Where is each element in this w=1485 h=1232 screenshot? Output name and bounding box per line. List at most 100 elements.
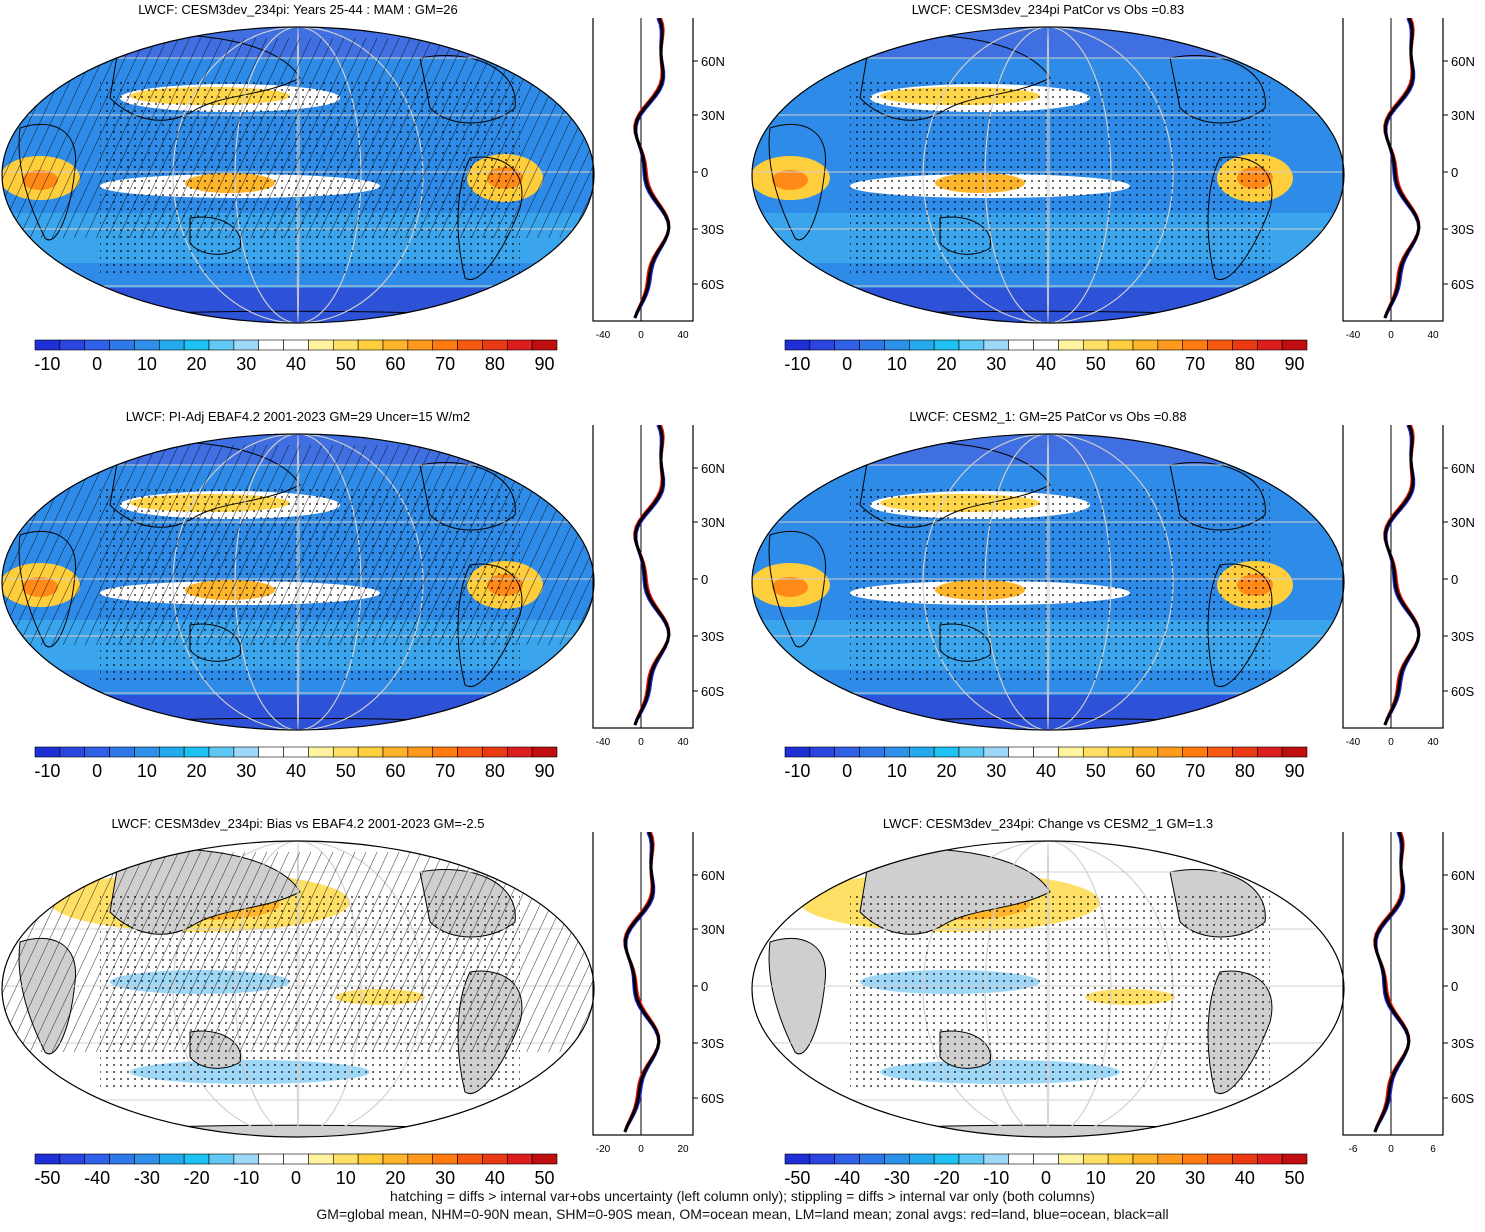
colorbar-tick-label: 30: [986, 761, 1006, 781]
profile-tick-label: -40: [596, 737, 611, 748]
colorbar-tick-label: -30: [134, 1168, 160, 1188]
colorbar-swatch: [1157, 746, 1184, 758]
latitude-label: 30N: [701, 515, 725, 530]
profile-tick-label: 40: [1427, 737, 1439, 748]
colorbar-swatch: [809, 746, 836, 758]
colorbar-swatch: [1281, 746, 1308, 758]
panel-title: LWCF: CESM3dev_234pi: Change vs CESM2_1 …: [882, 816, 1214, 831]
latitude-label: 30N: [1451, 922, 1475, 937]
world-map: [2, 434, 594, 730]
latitude-label: 30S: [701, 222, 724, 237]
colorbar-tick-label: 30: [236, 354, 256, 374]
panel-4: -100102030405060708090W m-260N30N030S60S…: [751, 425, 1475, 781]
colorbar-tick-label: 0: [92, 354, 102, 374]
colorbar-tick-label: 50: [336, 761, 356, 781]
latitude-label: 0: [701, 165, 708, 180]
colorbar-swatch: [1256, 746, 1283, 758]
colorbar-swatch: [357, 339, 384, 351]
colorbar-swatch: [457, 339, 483, 351]
colorbar-swatch: [1107, 339, 1134, 351]
colorbar-tick-label: 30: [986, 354, 1006, 374]
latitude-label: 0: [701, 572, 708, 587]
colorbar-swatch: [233, 339, 260, 351]
colorbar-swatch: [1033, 746, 1059, 758]
colorbar-tick-label: 80: [1235, 761, 1255, 781]
latitude-label: 30N: [701, 108, 725, 123]
colorbar: -50 -40 -30 -20 -10 0 10 20 30 40 50: [784, 1153, 1308, 1188]
latitude-label: 30S: [701, 629, 724, 644]
colorbar-tick-label: 10: [887, 761, 907, 781]
zonal-mean-curve: [623, 832, 661, 1133]
colorbar-swatch: [531, 1153, 558, 1165]
colorbar-swatch: [784, 339, 811, 351]
latitude-label: 30S: [701, 1036, 724, 1051]
world-map: [752, 434, 1344, 730]
colorbar-swatch: [134, 746, 160, 758]
colorbar-swatch: [84, 339, 110, 351]
colorbar-swatch: [233, 1153, 260, 1165]
panel-5: -50-40-30-20-1001020304050W m-260N30N030…: [1, 832, 725, 1188]
colorbar-swatch: [1182, 1153, 1208, 1165]
colorbar-tick-label: 60: [385, 354, 405, 374]
latitude-label: 60S: [701, 684, 724, 699]
colorbar-swatch: [1132, 746, 1159, 758]
latitude-label: 60N: [1451, 54, 1475, 69]
colorbar-swatch: [382, 339, 409, 351]
colorbar-swatch: [482, 339, 508, 351]
latitude-label: 30N: [1451, 108, 1475, 123]
colorbar-tick-label: 50: [535, 1168, 555, 1188]
colorbar-tick-label: 0: [842, 354, 852, 374]
colorbar-tick-label: 0: [291, 1168, 301, 1188]
colorbar-tick-label: 50: [336, 354, 356, 374]
colorbar-swatch: [784, 1153, 811, 1165]
colorbar-swatch: [283, 746, 309, 758]
profile-tick-label: -20: [596, 1144, 611, 1155]
latitude-label: 60N: [1451, 868, 1475, 883]
colorbar-swatch: [1058, 746, 1084, 758]
zonal-mean-curve: [633, 425, 671, 726]
colorbar-swatch: [1182, 339, 1208, 351]
colorbar-tick-label: 30: [1185, 1168, 1205, 1188]
colorbar-swatch: [1232, 746, 1258, 758]
colorbar-swatch: [34, 339, 61, 351]
colorbar-tick-label: 50: [1086, 354, 1106, 374]
colorbar-tick-label: 90: [535, 761, 555, 781]
colorbar-tick-label: 20: [187, 761, 207, 781]
colorbar-tick-label: 20: [187, 354, 207, 374]
colorbar: -10 0 10 20 30 40 50 60 70 80 90: [34, 746, 558, 781]
zonal-mean-curve: [1383, 425, 1421, 726]
colorbar-swatch: [1082, 1153, 1109, 1165]
colorbar-swatch: [109, 1153, 135, 1165]
colorbar-tick-label: 10: [137, 761, 157, 781]
colorbar-swatch: [308, 746, 334, 758]
colorbar-swatch: [1058, 339, 1084, 351]
profile-tick-label: -40: [1346, 330, 1361, 341]
zonal-mean-curve: [633, 18, 671, 319]
colorbar-tick-label: -10: [34, 354, 60, 374]
colorbar-swatch: [834, 746, 860, 758]
profile-tick-label: -40: [596, 330, 611, 341]
colorbar-tick-label: 30: [435, 1168, 455, 1188]
colorbar-swatch: [1082, 746, 1109, 758]
colorbar-swatch: [859, 746, 885, 758]
colorbar-swatch: [958, 746, 985, 758]
colorbar-swatch: [134, 1153, 160, 1165]
colorbar-swatch: [308, 339, 334, 351]
colorbar-tick-label: 10: [887, 354, 907, 374]
latitude-label: 60N: [701, 54, 725, 69]
colorbar: -50 -40 -30 -20 -10 0 10 20 30 40 50: [34, 1153, 558, 1188]
profile-tick-label: 0: [638, 330, 644, 341]
colorbar-swatch: [233, 746, 260, 758]
colorbar-swatch: [59, 1153, 86, 1165]
colorbar: -10 0 10 20 30 40 50 60 70 80 90: [34, 339, 558, 374]
colorbar-tick-label: 90: [1285, 761, 1305, 781]
panel-title: LWCF: CESM2_1: GM=25 PatCor vs Obs =0.88: [909, 409, 1187, 424]
latitude-label: 60S: [701, 1091, 724, 1106]
colorbar-tick-label: -40: [834, 1168, 860, 1188]
colorbar-swatch: [1008, 746, 1034, 758]
colorbar-swatch: [158, 339, 185, 351]
colorbar-tick-label: -10: [784, 761, 810, 781]
latitude-label: 0: [701, 979, 708, 994]
colorbar-swatch: [258, 746, 284, 758]
latitude-label: 30N: [1451, 515, 1475, 530]
